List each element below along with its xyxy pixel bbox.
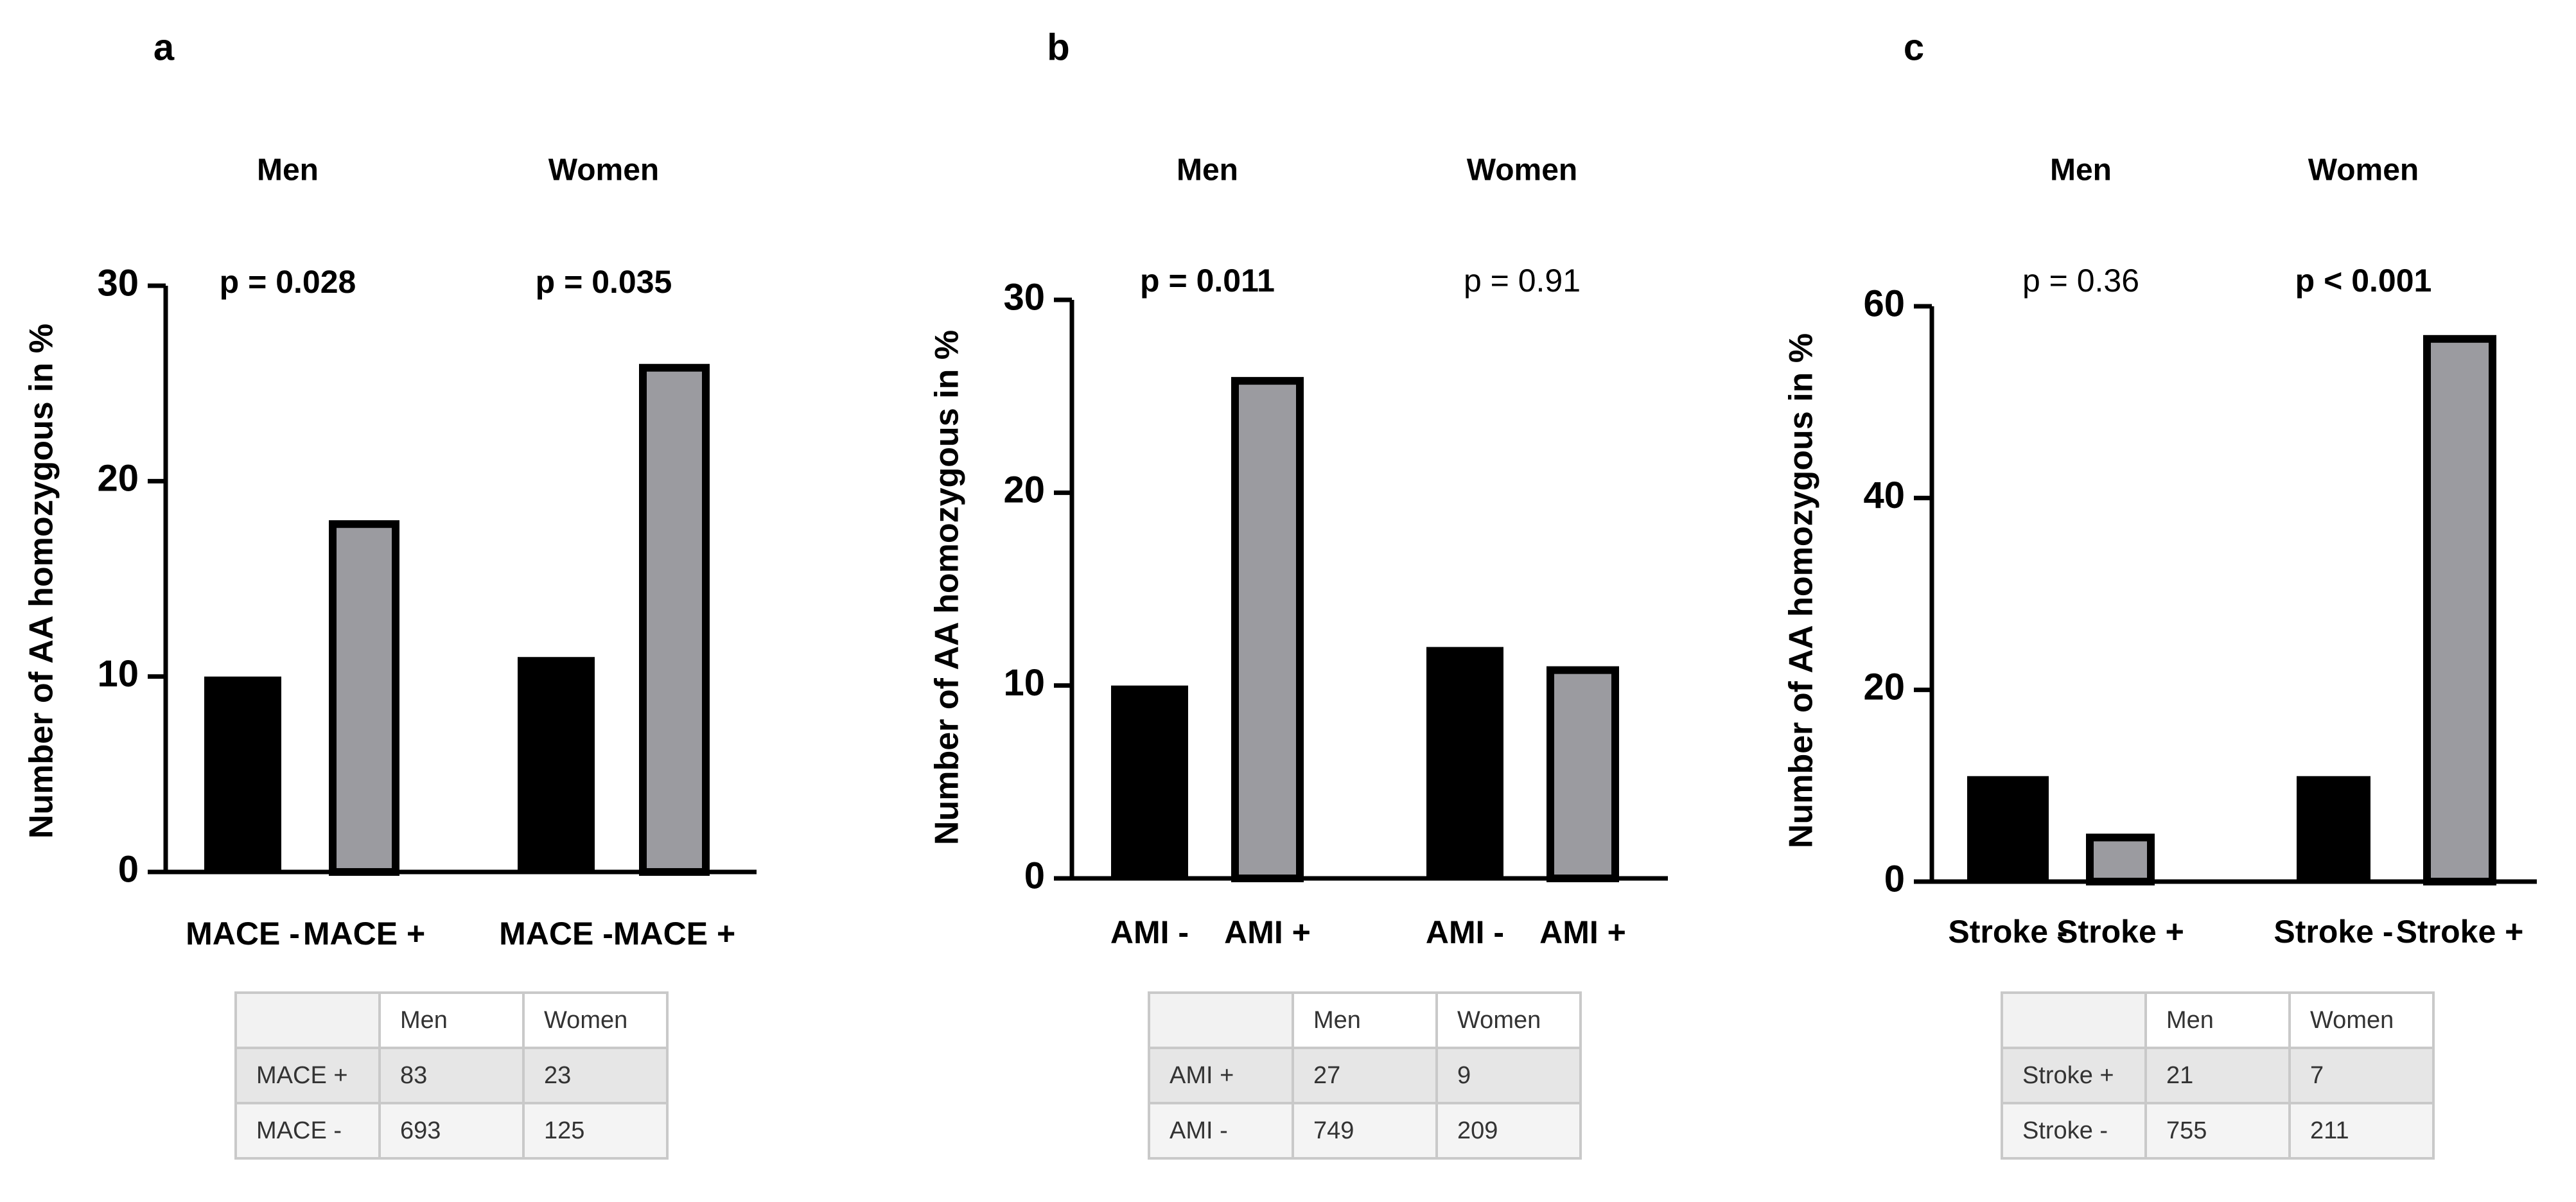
y-tick-label: 30	[1003, 276, 1045, 318]
table-row-label: Stroke -	[2001, 1102, 2147, 1160]
table-row-label: MACE -	[234, 1102, 381, 1160]
x-tick-label: Stroke -	[2274, 914, 2393, 950]
table-cell: 755	[2144, 1102, 2291, 1160]
panel-label: a	[153, 26, 175, 68]
panel-label: c	[1904, 26, 1924, 68]
group-title: Women	[1467, 153, 1577, 187]
table-cell: 7	[2288, 1047, 2435, 1104]
bar	[518, 657, 595, 872]
y-axis-title: Number of AA homozygous in %	[23, 324, 60, 839]
table-cell: 21	[2144, 1047, 2291, 1104]
table-cell: 211	[2288, 1102, 2435, 1160]
x-tick-label: AMI +	[1224, 914, 1311, 950]
x-tick-label: MACE +	[613, 916, 735, 952]
table-corner	[1148, 991, 1294, 1049]
y-tick-label: 10	[97, 653, 139, 695]
y-axis-title: Number of AA homozygous in %	[929, 330, 966, 845]
x-tick-label: AMI -	[1110, 914, 1189, 950]
table-header-men: Men	[1292, 991, 1438, 1049]
table-header-women: Women	[1435, 991, 1582, 1049]
y-tick-label: 0	[1024, 855, 1045, 896]
y-axis-title: Number of AA homozygous in %	[1783, 333, 1820, 848]
y-tick-label: 20	[1003, 469, 1045, 511]
table-row-label: AMI -	[1148, 1102, 1294, 1160]
counts-table-b: Men Women AMI + 27 9 AMI - 749 209	[1148, 991, 1582, 1160]
table-row-label: Stroke +	[2001, 1047, 2147, 1104]
p-value: p = 0.011	[1140, 263, 1275, 299]
panel-label: b	[1047, 26, 1069, 68]
table-cell: 83	[378, 1047, 525, 1104]
p-value: p = 0.035	[536, 264, 672, 300]
group-title: Men	[2050, 153, 2112, 187]
table-cell: 749	[1292, 1102, 1438, 1160]
x-tick-label: AMI +	[1539, 914, 1626, 950]
x-tick-label: Stroke +	[2056, 914, 2184, 950]
y-tick-label: 30	[97, 262, 139, 304]
y-tick-label: 60	[1863, 283, 1905, 324]
table-row-label: MACE +	[234, 1047, 381, 1104]
table-corner	[234, 991, 381, 1049]
bar	[2423, 335, 2496, 885]
p-value: p = 0.36	[2022, 263, 2139, 299]
group-title: Men	[257, 153, 319, 187]
table-corner	[2001, 991, 2147, 1049]
table-cell: 23	[522, 1047, 669, 1104]
table-header-men: Men	[378, 991, 525, 1049]
bar	[204, 676, 281, 872]
table-cell: 693	[378, 1102, 525, 1160]
table-header-men: Men	[2144, 991, 2291, 1049]
table-header-women: Women	[522, 991, 669, 1049]
table-row-label: AMI +	[1148, 1047, 1294, 1104]
y-tick-label: 20	[97, 458, 139, 500]
group-title: Women	[2308, 153, 2419, 187]
bar	[2297, 776, 2370, 882]
y-tick-label: 0	[1884, 858, 1905, 900]
p-value: p < 0.001	[2295, 263, 2432, 299]
x-tick-label: Stroke -	[1948, 914, 2067, 950]
y-tick-label: 10	[1003, 662, 1045, 704]
bar	[1111, 685, 1188, 878]
p-value: p = 0.91	[1464, 263, 1581, 299]
x-tick-label: MACE +	[303, 916, 425, 952]
counts-table-c: Men Women Stroke + 21 7 Stroke - 755 211	[2001, 991, 2435, 1160]
group-title: Women	[548, 153, 659, 187]
table-header-women: Women	[2288, 991, 2435, 1049]
bar	[1967, 776, 2049, 882]
p-value: p = 0.028	[220, 264, 356, 300]
x-tick-label: MACE -	[186, 916, 300, 952]
group-title: Men	[1177, 153, 1238, 187]
counts-table-a: Men Women MACE + 83 23 MACE - 693 125	[234, 991, 669, 1160]
bar	[1426, 647, 1503, 878]
bar	[1546, 666, 1619, 882]
y-tick-label: 0	[118, 848, 139, 890]
table-cell: 27	[1292, 1047, 1438, 1104]
x-tick-label: MACE -	[499, 916, 613, 952]
bar	[329, 520, 399, 876]
table-cell: 209	[1435, 1102, 1582, 1160]
y-tick-label: 20	[1863, 666, 1905, 708]
bar	[639, 363, 710, 876]
table-cell: 9	[1435, 1047, 1582, 1104]
y-tick-label: 40	[1863, 475, 1905, 516]
table-cell: 125	[522, 1102, 669, 1160]
x-tick-label: Stroke +	[2396, 914, 2524, 950]
bar	[2086, 833, 2155, 886]
bar	[1231, 377, 1304, 882]
x-tick-label: AMI -	[1426, 914, 1504, 950]
